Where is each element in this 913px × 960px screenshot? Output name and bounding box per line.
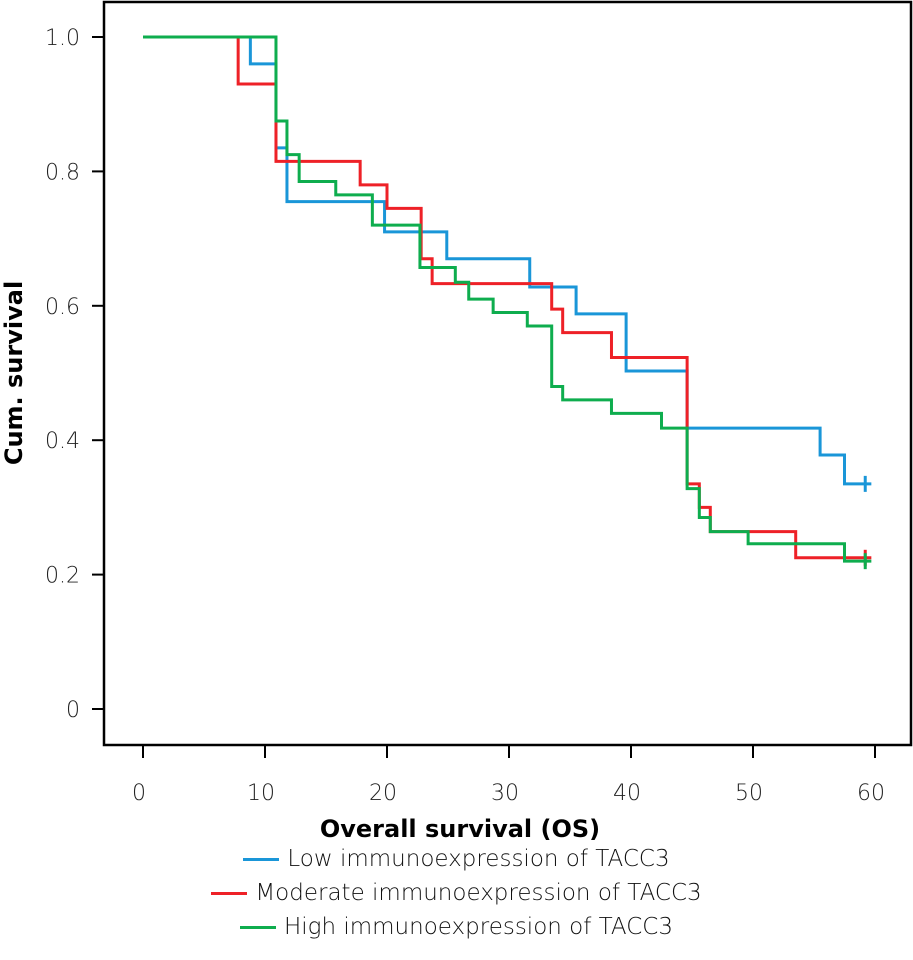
legend-swatch-low bbox=[243, 857, 280, 861]
y-tick-label: 0.8 bbox=[45, 160, 80, 185]
legend-label-low: Low immunoexpression of TACC3 bbox=[287, 846, 670, 872]
x-tick-label: 10 bbox=[247, 781, 275, 806]
survival-curve-low bbox=[143, 35, 872, 486]
y-axis-ticks: 0 0.2 0.4 0.6 0.8 1.0 bbox=[45, 26, 104, 723]
series-layer bbox=[143, 35, 872, 570]
y-tick-label: 1.0 bbox=[45, 26, 80, 51]
y-tick-label: 0.6 bbox=[45, 295, 80, 320]
legend: Low immunoexpression of TACC3 Moderate i… bbox=[0, 842, 913, 944]
x-tick-label: 30 bbox=[491, 781, 519, 806]
survival-curve-moderate bbox=[143, 35, 872, 560]
y-axis-title: Cum. survival bbox=[0, 281, 28, 465]
x-axis-ticks: 0 10 20 30 40 50 60 bbox=[132, 745, 885, 806]
legend-swatch-moderate bbox=[211, 891, 248, 895]
x-tick-label: 0 bbox=[132, 781, 146, 806]
y-tick-label: 0.2 bbox=[45, 564, 80, 589]
x-tick-label: 20 bbox=[369, 781, 397, 806]
x-tick-label: 40 bbox=[613, 781, 641, 806]
legend-item-high: High immunoexpression of TACC3 bbox=[0, 910, 913, 944]
plot-frame bbox=[102, 0, 913, 747]
x-tick-label: 60 bbox=[857, 781, 885, 806]
legend-label-moderate: Moderate immunoexpression of TACC3 bbox=[255, 880, 702, 906]
legend-item-low: Low immunoexpression of TACC3 bbox=[0, 842, 913, 876]
survival-chart: 0 0.2 0.4 0.6 0.8 1.0 0 10 20 30 40 50 60 Cum. surv… bbox=[0, 0, 913, 843]
legend-swatch-high bbox=[239, 925, 276, 929]
x-tick-label: 50 bbox=[735, 781, 763, 806]
legend-item-moderate: Moderate immunoexpression of TACC3 bbox=[0, 876, 913, 910]
x-axis-title: Overall survival (OS) bbox=[320, 815, 600, 843]
survival-curve-high bbox=[143, 35, 872, 563]
legend-label-high: High immunoexpression of TACC3 bbox=[283, 914, 673, 940]
y-tick-label: 0 bbox=[66, 698, 80, 723]
y-tick-label: 0.4 bbox=[45, 429, 80, 454]
